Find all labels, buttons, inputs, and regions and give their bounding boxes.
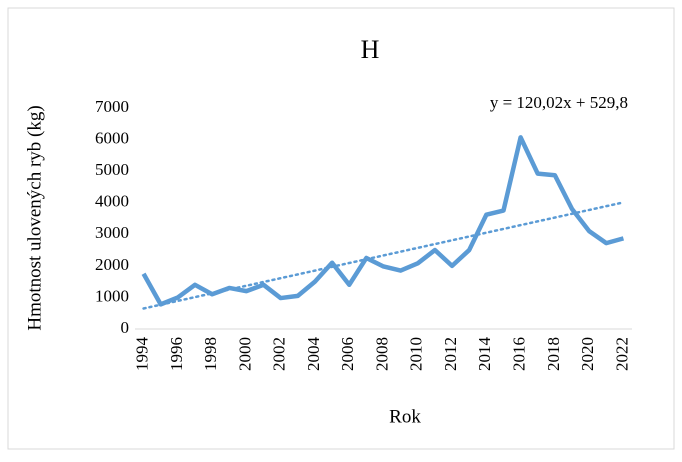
chart-title: H bbox=[361, 35, 380, 64]
x-tick-label: 2014 bbox=[475, 337, 494, 372]
x-tick-label: 2020 bbox=[578, 337, 597, 371]
y-tick-label: 1000 bbox=[95, 286, 129, 305]
y-tick-label: 2000 bbox=[95, 255, 129, 274]
x-tick-label: 1994 bbox=[132, 337, 151, 372]
chart-border bbox=[7, 7, 675, 450]
y-axis-title: Hmotnost ulovených ryb (kg) bbox=[24, 105, 45, 330]
y-tick-label: 5000 bbox=[95, 160, 129, 179]
data-line bbox=[141, 135, 625, 307]
x-tick-label: 2018 bbox=[544, 337, 563, 371]
y-tick-label: 0 bbox=[121, 318, 130, 337]
y-tick-label: 4000 bbox=[95, 192, 129, 211]
x-tick-label: 1998 bbox=[201, 337, 220, 371]
x-tick-label: 2006 bbox=[338, 337, 357, 371]
x-tick-label: 2004 bbox=[304, 337, 323, 372]
x-tick-label: 1996 bbox=[167, 337, 186, 371]
x-tick-label: 2012 bbox=[441, 337, 460, 371]
x-tick-label: 2022 bbox=[612, 337, 631, 371]
y-tick-label: 3000 bbox=[95, 223, 129, 242]
x-axis-title: Rok bbox=[389, 406, 421, 427]
x-tick-label: 2010 bbox=[407, 337, 426, 371]
y-tick-label: 7000 bbox=[95, 97, 129, 116]
trendline bbox=[142, 201, 625, 310]
trendline-label: y = 120,02x + 529,8 bbox=[490, 93, 628, 112]
x-tick-label: 2008 bbox=[372, 337, 391, 371]
x-tick-label: 2002 bbox=[270, 337, 289, 371]
x-tick-label: 2000 bbox=[235, 337, 254, 371]
y-tick-label: 6000 bbox=[95, 128, 129, 147]
x-tick-label: 2016 bbox=[510, 337, 529, 371]
